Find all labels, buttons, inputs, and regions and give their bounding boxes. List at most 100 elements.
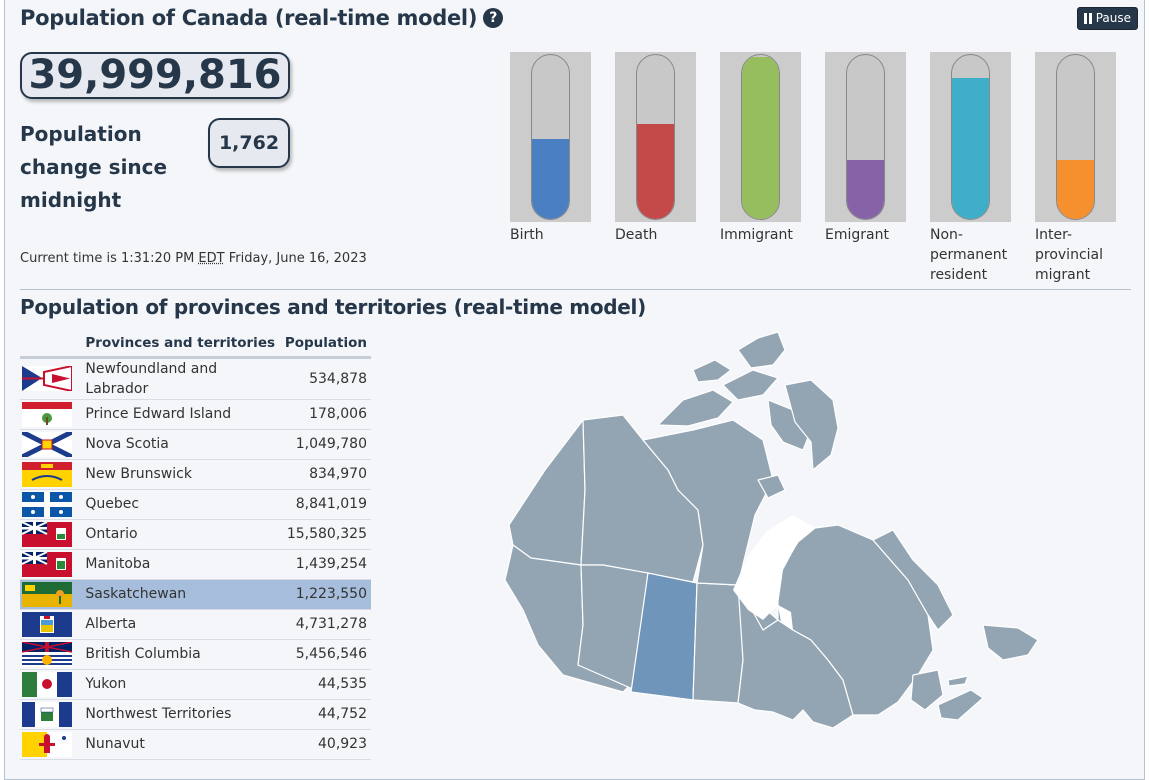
nl-flag-icon (22, 366, 72, 391)
gauge-label: Death (615, 227, 658, 243)
table-row[interactable]: New Brunswick 834,970 (20, 459, 371, 490)
map-newfoundland-island[interactable] (982, 624, 1039, 661)
current-time: Current time is 1:31:20 PM EDT Friday, J… (20, 251, 367, 266)
map-labrador[interactable] (872, 529, 954, 631)
gauge: Inter-provincial migrant (1035, 52, 1116, 285)
gauge-fill (532, 138, 569, 219)
pe-flag-icon (22, 401, 72, 427)
flag-cell (20, 399, 82, 430)
province-population: 8,841,019 (280, 489, 371, 520)
current-date: Friday, June 16, 2023 (228, 251, 367, 266)
table-row[interactable]: Northwest Territories 44,752 (20, 699, 371, 730)
provinces-table: Provinces and territories Population New… (20, 331, 371, 760)
province-population: 834,970 (280, 459, 371, 490)
province-name: Alberta (81, 609, 281, 640)
flag-cell (20, 519, 82, 550)
nt-flag-icon (22, 701, 72, 727)
gauge: Non-permanent resident (930, 52, 1011, 285)
province-name: New Brunswick (81, 459, 281, 490)
gauge-tube (531, 54, 570, 220)
time-zone: EDT (198, 251, 225, 266)
gauge-box (720, 52, 801, 222)
provinces-title: Population of provinces and territories … (20, 295, 646, 319)
pause-icon (1083, 13, 1092, 24)
map-arctic-island[interactable] (657, 389, 734, 427)
map-new-brunswick[interactable] (910, 669, 944, 711)
province-population: 40,923 (280, 729, 371, 760)
map-prince-edward-island[interactable] (947, 675, 969, 687)
gauge-box (615, 52, 696, 222)
table-row[interactable]: Yukon 44,535 (20, 669, 371, 700)
bc-flag-icon (22, 641, 72, 667)
province-population: 5,456,546 (280, 639, 371, 670)
map-nova-scotia[interactable] (937, 689, 984, 721)
map-hudson-bay (733, 515, 815, 620)
gauge-tube (636, 54, 675, 220)
population-counter: 39,999,816 (20, 52, 290, 99)
qc-flag-icon (22, 491, 72, 517)
gauge-box (1035, 52, 1116, 222)
mb-flag-icon (22, 551, 72, 577)
province-population: 534,878 (280, 357, 371, 400)
table-row[interactable]: Nova Scotia 1,049,780 (20, 429, 371, 460)
flag-cell (20, 639, 82, 670)
gauge-fill (742, 56, 779, 219)
flag-cell (20, 357, 82, 400)
current-time-prefix: Current time is 1:31:20 PM (20, 251, 195, 266)
flag-column-header (20, 331, 82, 359)
ab-flag-icon (22, 611, 72, 637)
gauge-tube (1056, 54, 1095, 220)
province-name: Northwest Territories (81, 699, 281, 730)
population-change-label: Population change since midnight (20, 122, 168, 212)
gauge-label: Birth (510, 227, 544, 243)
table-header-row: Provinces and territories Population (20, 331, 371, 359)
map-arctic-island[interactable] (722, 369, 779, 401)
table-row[interactable]: Ontario 15,580,325 (20, 519, 371, 550)
map-baffin-island[interactable] (784, 379, 839, 471)
province-population: 15,580,325 (280, 519, 371, 550)
province-name: Manitoba (81, 549, 281, 580)
pause-button[interactable]: Pause (1076, 7, 1138, 30)
flag-cell (20, 549, 82, 580)
on-flag-icon (22, 521, 72, 547)
sk-flag-icon (22, 581, 72, 607)
province-population: 1,439,254 (280, 549, 371, 580)
gauge-box (930, 52, 1011, 222)
table-row[interactable]: Prince Edward Island 178,006 (20, 399, 371, 430)
table-row[interactable]: Newfoundland and Labrador 534,878 (20, 357, 371, 400)
gauge: Death (615, 52, 696, 245)
canada-map[interactable] (493, 330, 1043, 730)
map-southampton-island[interactable] (757, 474, 786, 499)
province-name: Yukon (81, 669, 281, 700)
gauge: Emigrant (825, 52, 906, 245)
province-population: 44,752 (280, 699, 371, 730)
gauge-fill (1057, 159, 1094, 219)
population-column-header: Population (280, 331, 371, 359)
province-name: Quebec (81, 489, 281, 520)
gauge-fill (847, 159, 884, 219)
province-name: Newfoundland and Labrador (81, 357, 281, 400)
table-row[interactable]: Manitoba 1,439,254 (20, 549, 371, 580)
gauge-tube (741, 54, 780, 220)
gauge: Immigrant (720, 52, 801, 245)
divider (20, 289, 1131, 290)
map-arctic-island[interactable] (692, 359, 732, 383)
help-icon[interactable]: ? (483, 8, 504, 28)
page-title: Population of Canada (real-time model) ? (20, 6, 504, 30)
flag-cell (20, 609, 82, 640)
table-row[interactable]: British Columbia 5,456,546 (20, 639, 371, 670)
gauge-box (825, 52, 906, 222)
map-yukon[interactable] (508, 419, 586, 566)
nb-flag-icon (22, 461, 72, 487)
nu-flag-icon (22, 731, 72, 757)
gauge-tube (951, 54, 990, 220)
province-population: 1,223,550 (280, 579, 371, 610)
gauge-label: Immigrant (720, 227, 793, 243)
map-quebec[interactable] (777, 524, 934, 716)
table-row[interactable]: Alberta 4,731,278 (20, 609, 371, 640)
flag-cell (20, 489, 82, 520)
table-row[interactable]: Quebec 8,841,019 (20, 489, 371, 520)
table-row[interactable]: Saskatchewan 1,223,550 (20, 579, 371, 610)
table-row[interactable]: Nunavut 40,923 (20, 729, 371, 760)
map-arctic-island[interactable] (737, 331, 786, 369)
